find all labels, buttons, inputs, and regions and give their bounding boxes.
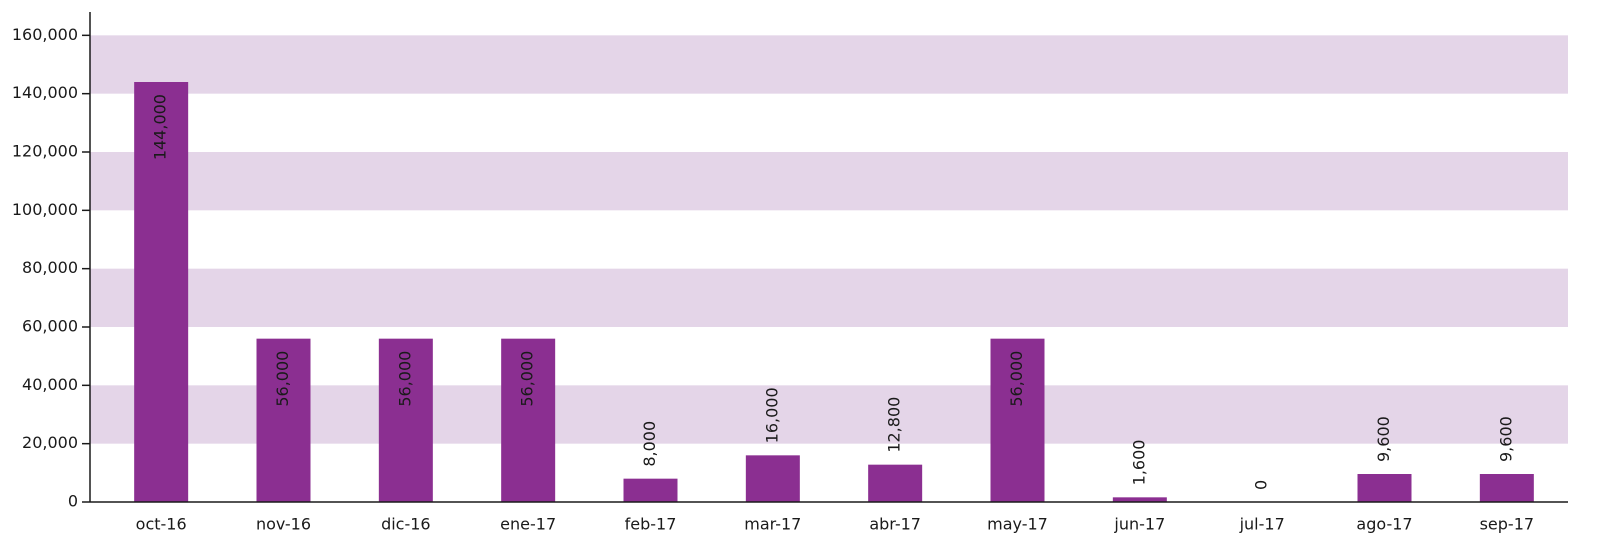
x-tick-label: ago-17 bbox=[1356, 515, 1412, 534]
y-tick-label: 60,000 bbox=[22, 317, 78, 336]
value-label: 56,000 bbox=[518, 351, 537, 407]
x-tick-label: jul-17 bbox=[1239, 515, 1285, 534]
bar bbox=[256, 338, 311, 502]
value-label: 9,600 bbox=[1374, 416, 1393, 462]
bar bbox=[990, 338, 1045, 502]
value-label: 56,000 bbox=[1007, 351, 1026, 407]
bar bbox=[1112, 497, 1167, 502]
x-tick-label: ene-17 bbox=[500, 515, 556, 534]
x-tick-label: oct-16 bbox=[136, 515, 187, 534]
y-tick-label: 140,000 bbox=[12, 83, 78, 102]
value-label: 1,600 bbox=[1129, 440, 1148, 486]
bar bbox=[134, 82, 189, 502]
y-tick-label: 20,000 bbox=[22, 433, 78, 452]
grid-band bbox=[90, 35, 1568, 94]
y-tick-label: 120,000 bbox=[12, 142, 78, 161]
value-label: 56,000 bbox=[395, 351, 414, 407]
x-tick-label: nov-16 bbox=[256, 515, 311, 534]
value-label: 56,000 bbox=[273, 351, 292, 407]
y-tick-label: 160,000 bbox=[12, 25, 78, 44]
value-label: 0 bbox=[1252, 480, 1271, 490]
grid-band bbox=[90, 268, 1568, 327]
x-tick-label: feb-17 bbox=[625, 515, 677, 534]
y-tick-label: 100,000 bbox=[12, 200, 78, 219]
x-tick-label: may-17 bbox=[987, 515, 1048, 534]
y-tick-label: 0 bbox=[68, 492, 78, 511]
x-tick-label: abr-17 bbox=[869, 515, 921, 534]
y-tick-label: 40,000 bbox=[22, 375, 78, 394]
bar bbox=[623, 478, 678, 502]
bar bbox=[1357, 474, 1412, 502]
y-tick-label: 80,000 bbox=[22, 258, 78, 277]
value-label: 16,000 bbox=[762, 387, 781, 443]
value-label: 8,000 bbox=[640, 421, 659, 467]
value-label: 12,800 bbox=[885, 397, 904, 453]
bar bbox=[501, 338, 556, 502]
bar bbox=[745, 455, 800, 502]
x-tick-label: dic-16 bbox=[381, 515, 431, 534]
x-tick-label: sep-17 bbox=[1480, 515, 1534, 534]
bar bbox=[868, 464, 923, 502]
bar bbox=[1479, 474, 1534, 502]
x-tick-label: jun-17 bbox=[1113, 515, 1165, 534]
grid-band bbox=[90, 152, 1568, 211]
x-tick-label: mar-17 bbox=[744, 515, 801, 534]
bar bbox=[378, 338, 433, 502]
value-label: 144,000 bbox=[151, 94, 170, 160]
value-label: 9,600 bbox=[1496, 416, 1515, 462]
grid-band bbox=[90, 385, 1568, 444]
